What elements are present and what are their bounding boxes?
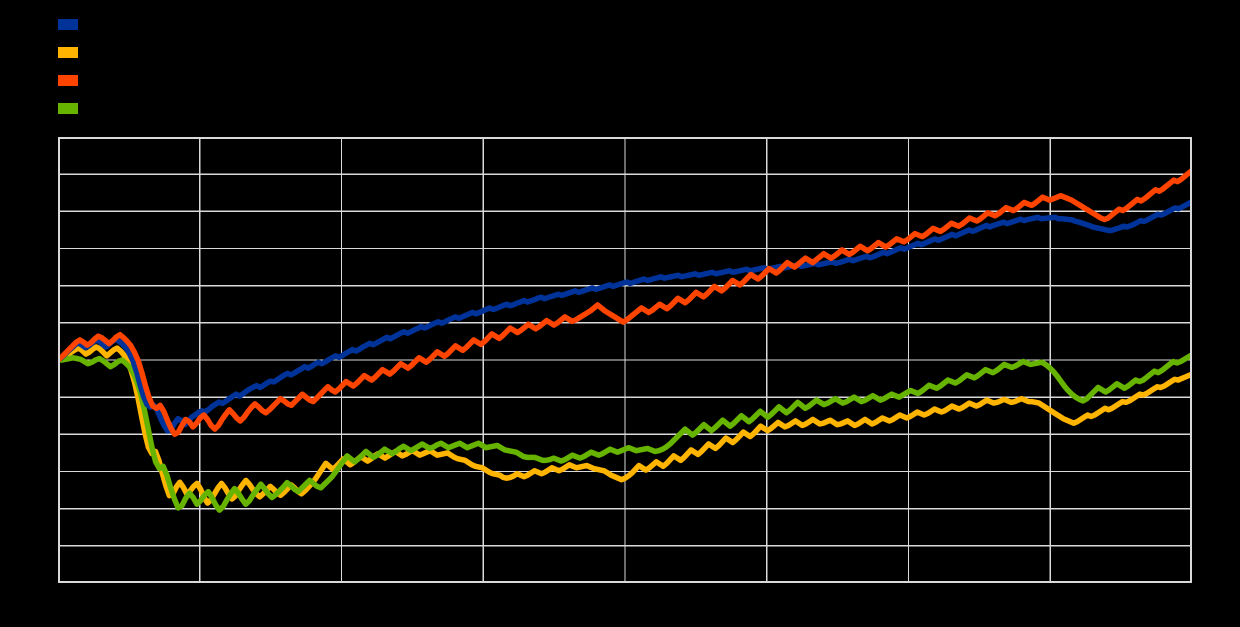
legend-item-amber[interactable] xyxy=(58,42,88,62)
series-line-green xyxy=(58,352,1192,513)
legend-swatch-blue xyxy=(58,18,78,30)
plot-border xyxy=(58,137,1192,583)
chart-frame xyxy=(58,137,1192,583)
plot-area xyxy=(58,137,1192,583)
legend-item-blue[interactable] xyxy=(58,14,88,34)
series-line-orangered xyxy=(58,167,1192,438)
series-line-amber xyxy=(58,344,1192,506)
legend-swatch-green xyxy=(58,102,78,114)
legend-swatch-orangered xyxy=(58,74,78,86)
legend-swatch-amber xyxy=(58,46,78,58)
series-line-blue xyxy=(58,198,1192,434)
legend-item-orangered[interactable] xyxy=(58,70,88,90)
legend-item-green[interactable] xyxy=(58,98,88,118)
chart-series-layer xyxy=(58,167,1192,513)
chart-legend xyxy=(58,10,1192,115)
